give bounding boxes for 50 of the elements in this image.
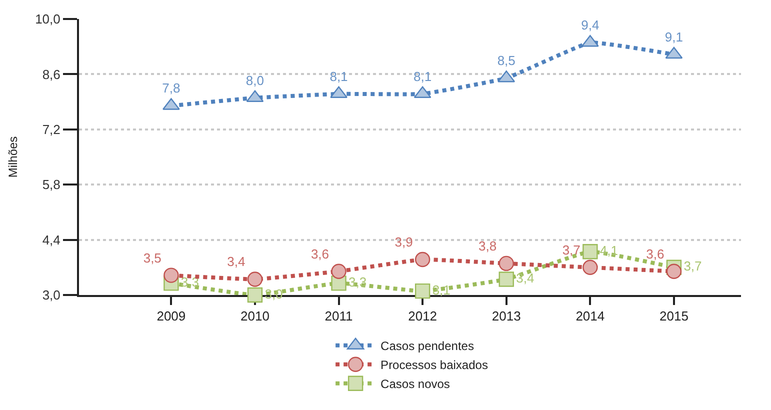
data-label: 4,1: [600, 242, 618, 258]
data-label: 3,4: [516, 270, 534, 286]
data-label: 3,6: [310, 246, 330, 262]
point: [414, 283, 430, 299]
x-tick-label: 2014: [576, 308, 605, 324]
y-tick-label: 3,0: [42, 288, 60, 303]
data-label: 3,3: [348, 274, 367, 290]
data-label: 3,4: [227, 254, 246, 270]
data-label: 3,7: [684, 258, 702, 274]
point: [498, 272, 514, 287]
point: [247, 287, 263, 303]
point: [666, 264, 682, 279]
point: [414, 252, 430, 268]
x-tick-label: 2010: [240, 308, 270, 324]
point: [582, 260, 598, 275]
data-label: 7,8: [162, 80, 180, 96]
data-label: 3,6: [646, 246, 664, 262]
point: [498, 256, 514, 272]
x-tick-label: 2013: [492, 308, 521, 324]
data-label: 9,1: [664, 29, 683, 44]
data-label: 3,9: [394, 234, 413, 250]
y-tick-label: 7,2: [42, 122, 60, 137]
point: [247, 272, 263, 287]
x-tick-label: 2015: [660, 308, 688, 324]
data-label: 8,1: [414, 68, 432, 84]
data-label: 3,1: [432, 282, 450, 298]
y-tick-label: 8,6: [42, 66, 60, 82]
point: [331, 264, 346, 279]
y-tick-label: 5,8: [42, 177, 60, 192]
point: [330, 86, 348, 98]
legend-label: Casos pendentes: [380, 339, 474, 354]
legend-label: Casos novos: [380, 377, 450, 392]
x-tick-label: 2011: [324, 308, 353, 324]
y-axis-title: Milhões: [6, 136, 20, 178]
point: [582, 244, 598, 260]
data-label: 3,5: [143, 250, 162, 266]
data-label: 3,0: [264, 286, 283, 302]
x-tick-label: 2012: [408, 308, 438, 324]
legend-label: Processos baixados: [380, 358, 488, 372]
data-label: 8,1: [330, 68, 348, 84]
x-tick-label: 2009: [156, 308, 186, 324]
data-label: 3,7: [562, 242, 580, 258]
y-tick-label: 4,4: [42, 232, 60, 248]
data-label: 3,3: [180, 274, 200, 290]
data-label: 8,0: [246, 72, 264, 88]
y-tick-label: 10,0: [35, 12, 60, 27]
data-label: 9,4: [581, 18, 600, 33]
data-label: 8,5: [497, 53, 516, 68]
point: [164, 268, 179, 283]
data-label: 3,8: [478, 238, 497, 254]
